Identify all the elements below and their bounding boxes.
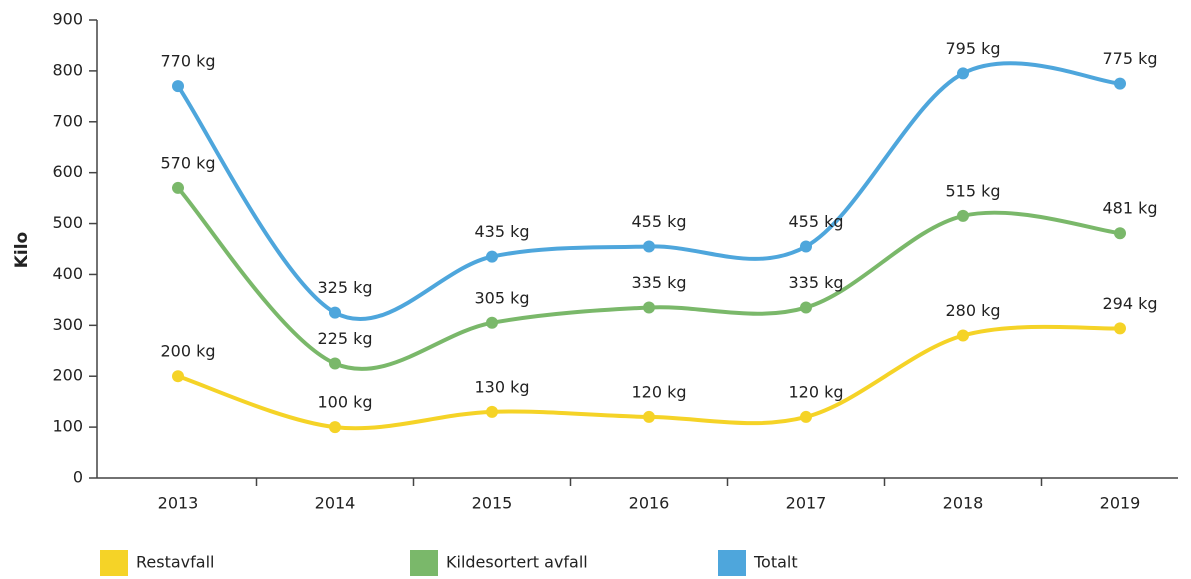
- point: [486, 250, 498, 263]
- y-tick-label: 0: [73, 468, 83, 487]
- x-tick-label: 2018: [943, 494, 984, 513]
- point: [172, 80, 184, 93]
- point: [486, 405, 498, 418]
- data-label: 455 kg: [788, 212, 843, 231]
- point: [1114, 322, 1126, 335]
- point: [800, 301, 812, 314]
- point: [800, 410, 812, 423]
- y-tick-label: 700: [52, 111, 83, 130]
- point: [172, 181, 184, 194]
- y-tick-label: 100: [52, 417, 83, 436]
- point: [329, 357, 341, 370]
- data-label: 481 kg: [1102, 199, 1157, 218]
- legend-label: Restavfall: [136, 553, 214, 572]
- x-tick-label: 2015: [472, 494, 513, 513]
- legend-label: Totalt: [753, 553, 798, 572]
- point: [1114, 77, 1126, 90]
- data-label: 305 kg: [474, 288, 529, 307]
- point: [800, 240, 812, 253]
- data-label: 120 kg: [788, 382, 843, 401]
- y-tick-label: 600: [52, 162, 83, 181]
- point: [643, 410, 655, 423]
- point: [957, 329, 969, 342]
- data-label: 325 kg: [317, 278, 372, 297]
- y-tick-label: 900: [52, 10, 83, 29]
- point: [172, 370, 184, 383]
- data-label: 294 kg: [1102, 294, 1157, 313]
- data-label: 770 kg: [160, 52, 215, 71]
- data-label: 200 kg: [160, 342, 215, 361]
- data-label: 280 kg: [945, 301, 1000, 320]
- x-tick-label: 2017: [786, 494, 827, 513]
- legend-swatch: [410, 550, 438, 576]
- data-label: 100 kg: [317, 393, 372, 412]
- y-tick-label: 200: [52, 366, 83, 385]
- data-label: 795 kg: [945, 39, 1000, 58]
- y-tick-label: 400: [52, 264, 83, 283]
- data-label: 335 kg: [788, 273, 843, 292]
- data-label: 225 kg: [317, 329, 372, 348]
- point: [643, 301, 655, 314]
- x-tick-label: 2014: [315, 494, 356, 513]
- legend-label: Kildesortert avfall: [446, 553, 588, 572]
- data-label: 455 kg: [631, 212, 686, 231]
- legend-swatch: [100, 550, 128, 576]
- data-label: 435 kg: [474, 222, 529, 241]
- y-tick-label: 300: [52, 315, 83, 334]
- point: [329, 306, 341, 319]
- point: [957, 209, 969, 222]
- data-label: 130 kg: [474, 377, 529, 396]
- x-tick-label: 2013: [158, 494, 199, 513]
- point: [643, 240, 655, 253]
- point: [486, 316, 498, 329]
- legend-swatch: [718, 550, 746, 576]
- data-label: 515 kg: [945, 181, 1000, 200]
- x-tick-label: 2019: [1100, 494, 1141, 513]
- data-label: 335 kg: [631, 273, 686, 292]
- data-label: 120 kg: [631, 382, 686, 401]
- y-axis-label: Kilo: [12, 232, 32, 269]
- x-tick-label: 2016: [629, 494, 670, 513]
- data-label: 570 kg: [160, 153, 215, 172]
- y-tick-label: 800: [52, 60, 83, 79]
- point: [1114, 227, 1126, 240]
- data-label: 775 kg: [1102, 49, 1157, 68]
- point: [329, 421, 341, 434]
- y-tick-label: 500: [52, 213, 83, 232]
- point: [957, 67, 969, 80]
